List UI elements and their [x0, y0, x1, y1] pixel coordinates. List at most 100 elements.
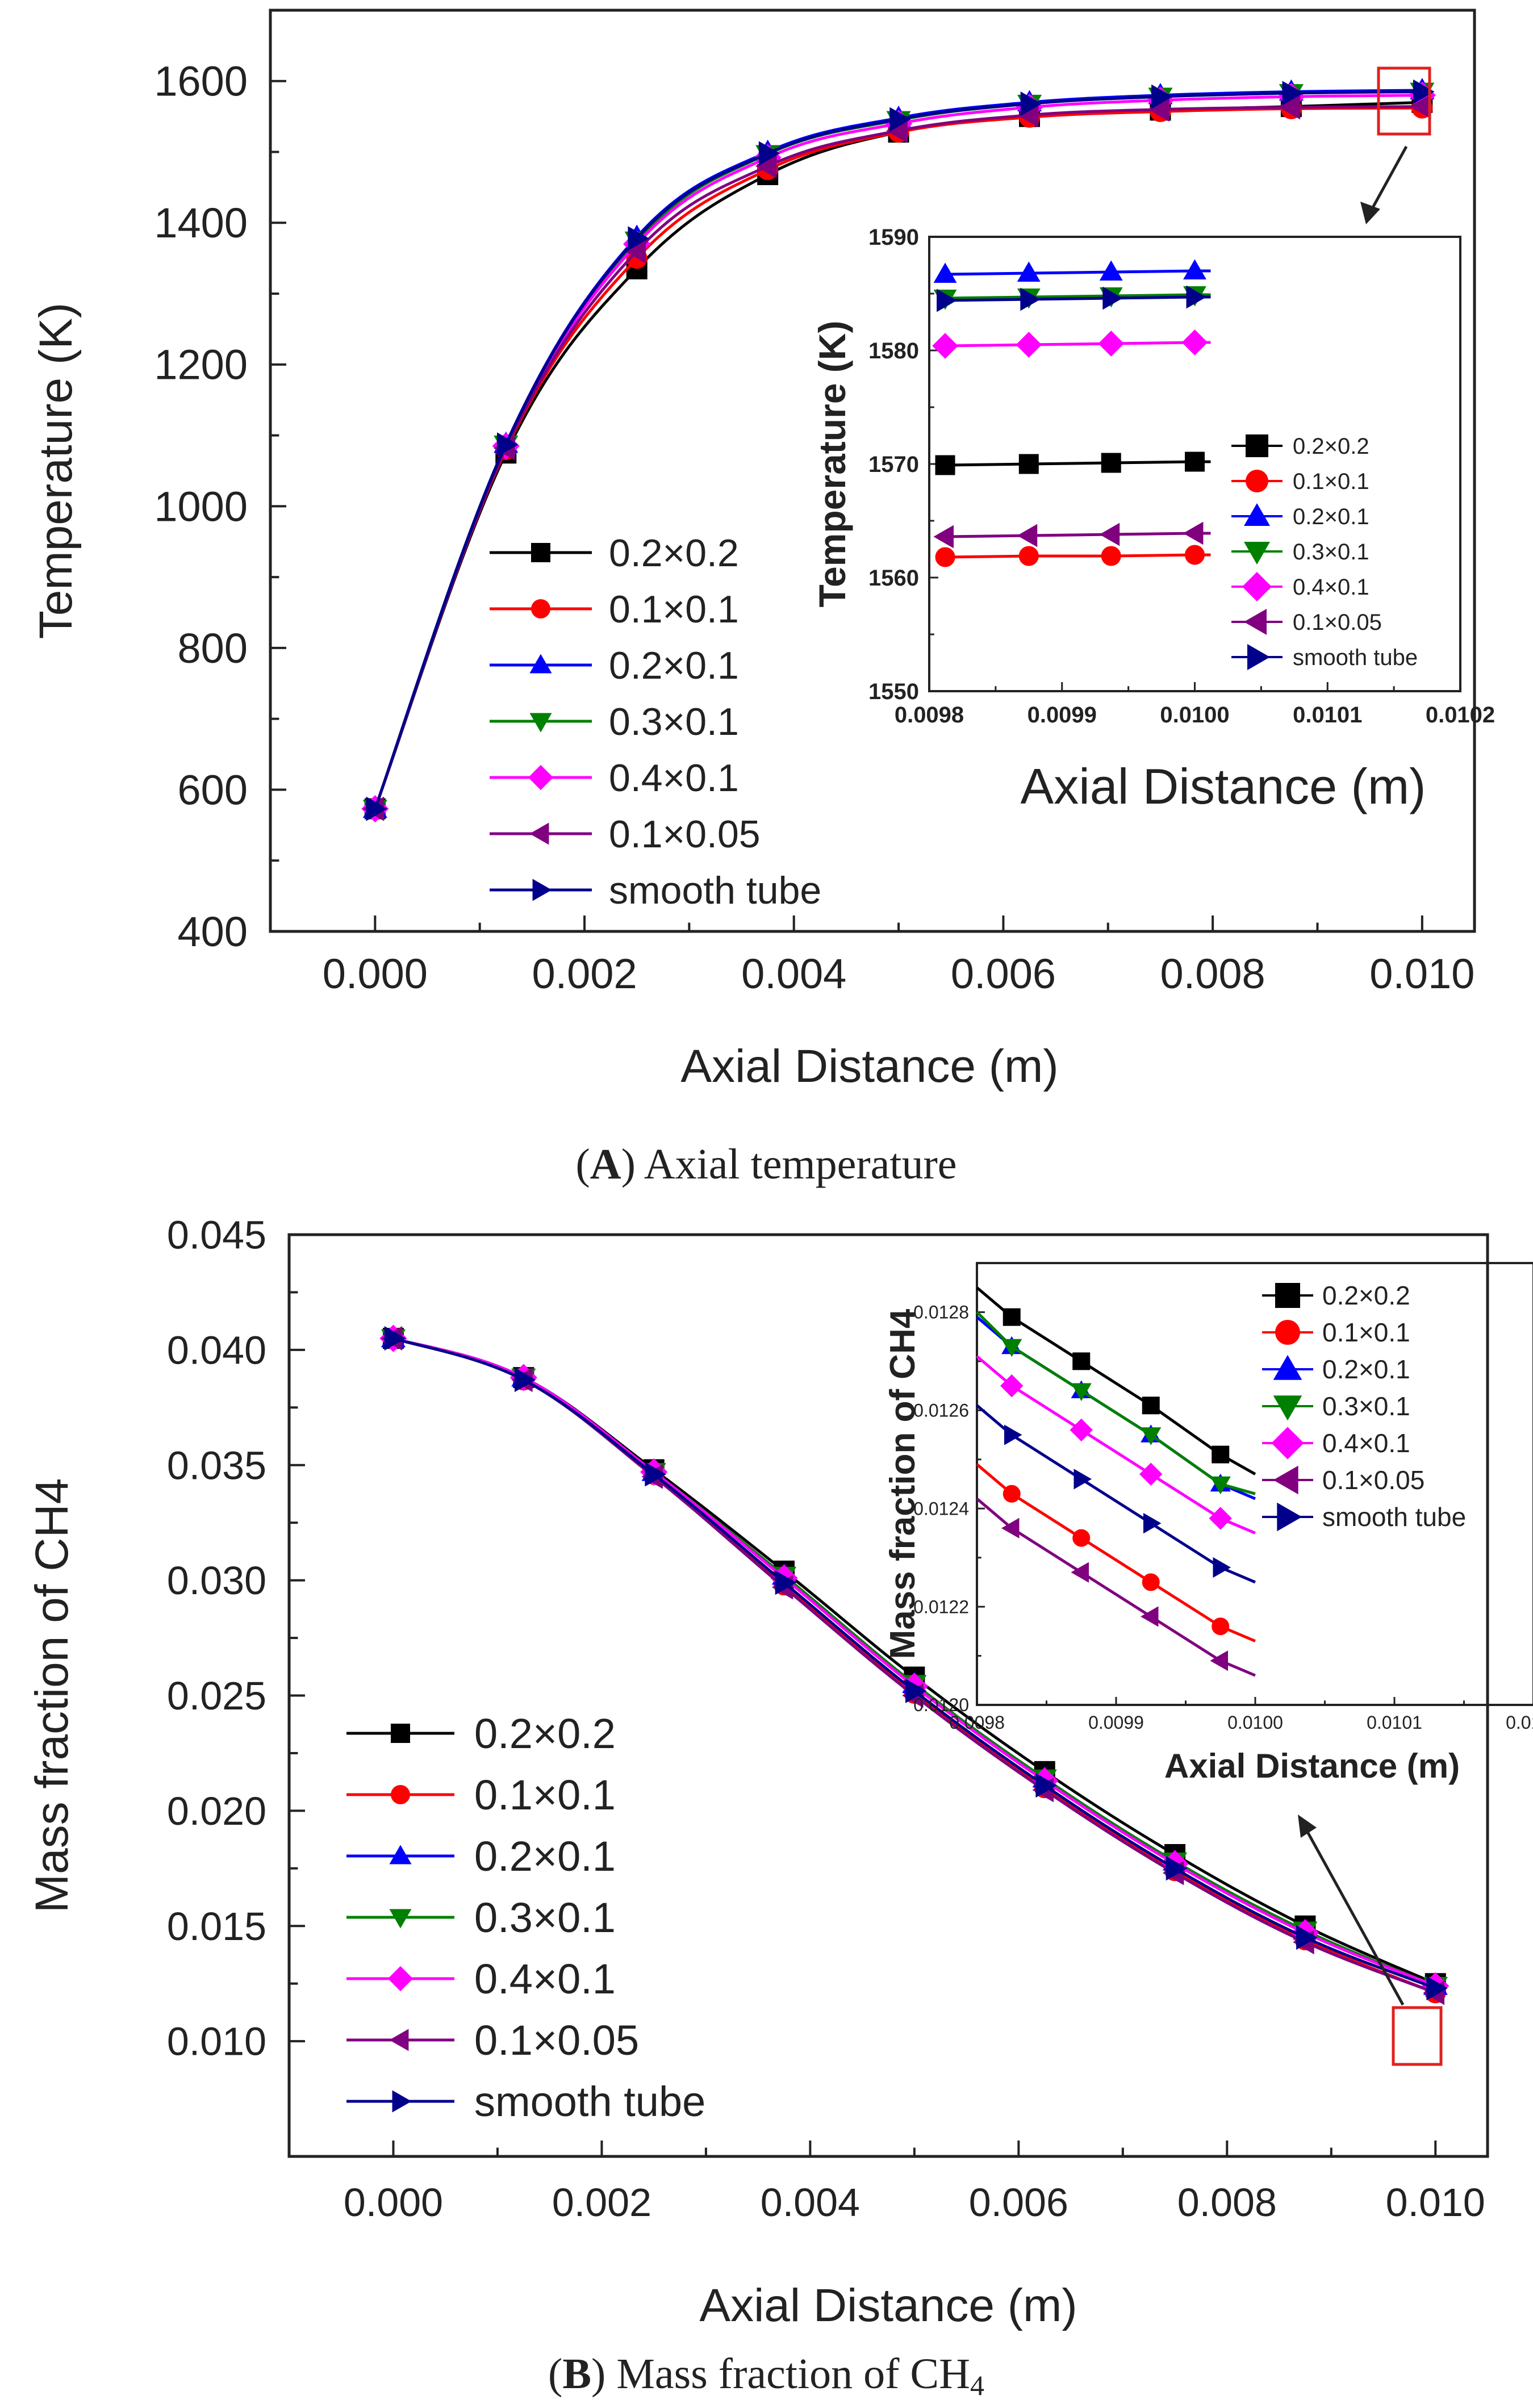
- b-inset-legend-marker: [1273, 1395, 1302, 1421]
- a-inset-point-smooth-tube: [937, 289, 957, 312]
- a-inset-point-0-2x0-2: [1185, 452, 1205, 472]
- b-legend-marker: [391, 1724, 410, 1743]
- a-point-smooth-tube: [496, 432, 519, 457]
- b-legend-item-smooth-tube: smooth tube: [346, 2078, 705, 2125]
- b-inset-x-axis-label: Axial Distance (m): [1164, 1747, 1460, 1785]
- b-ticks: 0.000 0.002 0.004 0.006 0.008 0.010 0.010 0.015…: [167, 1213, 1485, 2225]
- a-y-tick-label: 600: [178, 766, 248, 813]
- b-inset-legend: 0.2×0.2 0.1×0.1 0.2×0.1 0.3×0.1 0.4×0.1 0.1×0…: [1262, 1281, 1466, 1532]
- a-inset-legend-item-0-4x0-1: 0.4×0.1: [1231, 572, 1369, 601]
- a-legend-item-0-1x0-1: 0.1×0.1: [490, 588, 739, 631]
- a-legend-item-0-2x0-2: 0.2×0.2: [490, 532, 739, 575]
- b-inset-legend-item-0-3x0-1: 0.3×0.1: [1262, 1391, 1410, 1421]
- b-inset-legend-item-0-1x0-05: 0.1×0.05: [1262, 1465, 1425, 1495]
- a-x-tick-label: 0.010: [1369, 950, 1474, 997]
- b-point-smooth-tube: [1426, 1976, 1448, 2001]
- a-legend-label: 0.2×0.2: [609, 532, 739, 575]
- b-inset-series-0-1x0-1: [976, 1463, 1256, 1642]
- a-legend-marker: [529, 654, 552, 674]
- a-inset-series-0-1x0-05: [933, 521, 1211, 549]
- a-inset-legend-label: 0.3×0.1: [1293, 540, 1369, 565]
- b-legend-label: 0.4×0.1: [474, 1955, 616, 2003]
- a-ticks: 0.000 0.002 0.004 0.006 0.008 0.010 400 600 800 1…: [154, 58, 1474, 997]
- b-x-tick-label: 0.002: [552, 2180, 651, 2225]
- a-inset-ticks: 0.0098 0.0099 0.0100 0.0101 0.0102 1550 1560 15…: [868, 225, 1495, 728]
- b-legend-item-0-4x0-1: 0.4×0.1: [346, 1955, 616, 2003]
- a-legend-item-smooth-tube: smooth tube: [490, 869, 821, 912]
- b-inset-y-tick-label: 0.0124: [913, 1498, 969, 1519]
- a-legend-marker: [531, 543, 550, 562]
- b-point-smooth-tube: [1296, 1925, 1318, 1950]
- b-legend-label: 0.1×0.05: [474, 2017, 639, 2064]
- a-zoom-arrow-line: [1367, 145, 1408, 216]
- caption-b-text: Mass fraction of CH: [616, 2350, 970, 2398]
- a-legend-marker: [528, 764, 554, 791]
- b-y-tick-label: 0.040: [167, 1328, 266, 1372]
- a-inset-point-0-1x0-05: [933, 525, 954, 549]
- b-inset-y-tick-label: 0.0120: [913, 1695, 969, 1715]
- b-legend-label: 0.2×0.2: [474, 1710, 616, 1757]
- b-inset-point-0-3x0-1: [1001, 1339, 1022, 1357]
- b-inset-y-axis-label: Mass fraction of CH4: [883, 1308, 922, 1659]
- b-highlight-box: [1392, 2006, 1443, 2066]
- a-legend-label: 0.1×0.05: [609, 813, 761, 856]
- a-inset-legend-marker: [1244, 503, 1270, 526]
- b-inset-legend-label: 0.4×0.1: [1322, 1428, 1410, 1458]
- b-inset-series-0-3x0-1: [976, 1311, 1256, 1495]
- a-inset-legend-item-0-2x0-1: 0.2×0.1: [1231, 503, 1369, 529]
- a-legend-label: smooth tube: [609, 869, 821, 912]
- b-inset-y-tick-label: 0.0126: [913, 1401, 969, 1421]
- a-plot-frame: [269, 9, 1476, 933]
- b-legend-marker: [387, 1966, 413, 1992]
- b-x-tick-label: 0.008: [1177, 2180, 1277, 2225]
- b-x-tick-label: 0.006: [969, 2180, 1068, 2225]
- a-inset-legend-label: 0.4×0.1: [1293, 575, 1369, 600]
- a-legend-label: 0.3×0.1: [609, 700, 739, 743]
- b-inset-legend-item-0-2x0-1: 0.2×0.1: [1262, 1354, 1410, 1384]
- b-legend: 0.2×0.2 0.1×0.1 0.2×0.1 0.3×0.1 0.4×0.1 0.1×0…: [346, 1710, 705, 2125]
- caption-a-label: A: [590, 1140, 621, 1188]
- a-legend-marker: [532, 879, 552, 901]
- a-y-tick-label: 1400: [154, 199, 248, 246]
- b-inset-point-0-4x0-1: [1139, 1462, 1163, 1486]
- b-inset-legend-label: 0.2×0.2: [1322, 1281, 1410, 1310]
- caption-a-text: Axial temperature: [644, 1140, 957, 1188]
- b-inset-x-tick-label: 0.0100: [1227, 1712, 1283, 1733]
- b-inset-point-0-4x0-1: [1070, 1418, 1093, 1442]
- a-inset-point-0-2x0-2: [1018, 454, 1039, 474]
- a-legend: 0.2×0.2 0.1×0.1 0.2×0.1 0.3×0.1 0.4×0.1 0.1×0…: [490, 532, 821, 912]
- a-point-0-1x0-05: [1279, 95, 1301, 120]
- a-inset-series-0-1x0-1: [935, 545, 1211, 567]
- b-x-tick-label: 0.004: [761, 2180, 860, 2225]
- b-legend-label: 0.3×0.1: [474, 1894, 616, 1941]
- a-inset-point-0-4x0-1: [932, 333, 958, 359]
- b-inset-point-0-4x0-1: [1000, 1374, 1024, 1398]
- a-inset-series-smooth-tube: [937, 285, 1211, 312]
- a-inset-legend-marker: [1247, 644, 1270, 670]
- a-inset-line-0-1x0-05: [945, 532, 1211, 538]
- a-x-tick-label: 0.006: [951, 950, 1056, 997]
- a-inset-series-0-4x0-1: [932, 329, 1211, 359]
- b-legend-label: 0.1×0.1: [474, 1771, 616, 1818]
- b-inset-point-smooth-tube: [1213, 1557, 1231, 1578]
- a-inset-x-tick-label: 0.0098: [895, 703, 964, 728]
- b-inset-point-0-1x0-1: [1142, 1573, 1160, 1591]
- b-inset-legend-marker: [1275, 1320, 1300, 1345]
- a-inset-point-0-4x0-1: [1181, 329, 1208, 356]
- b-inset-series-0-2x0-2: [976, 1286, 1256, 1475]
- a-inset-point-0-1x0-1: [935, 547, 955, 567]
- a-inset-point-smooth-tube: [1102, 286, 1123, 310]
- b-inset: 0.0098 0.0099 0.0100 0.0101 0.0102 0.0120 0.01…: [883, 1262, 1533, 1785]
- b-inset-point-0-3x0-1: [1210, 1476, 1231, 1495]
- b-y-tick-label: 0.020: [167, 1789, 266, 1833]
- panel-a-temperature-chart: 0.000 0.002 0.004 0.006 0.008 0.010 400 600 800 1…: [30, 9, 1495, 1092]
- b-point-smooth-tube: [645, 1462, 666, 1487]
- b-legend-item-0-3x0-1: 0.3×0.1: [346, 1894, 616, 1941]
- b-legend-label: 0.2×0.1: [474, 1833, 616, 1880]
- b-x-axis-label: Axial Distance (m): [699, 2280, 1077, 2331]
- a-inset-line-0-4x0-1: [945, 341, 1211, 348]
- a-inset-legend-label: 0.1×0.1: [1293, 469, 1369, 494]
- b-inset-legend-label: 0.2×0.1: [1322, 1354, 1410, 1384]
- a-inset-y-axis-label: Temperature (K): [811, 321, 853, 608]
- b-legend-marker: [389, 1909, 412, 1929]
